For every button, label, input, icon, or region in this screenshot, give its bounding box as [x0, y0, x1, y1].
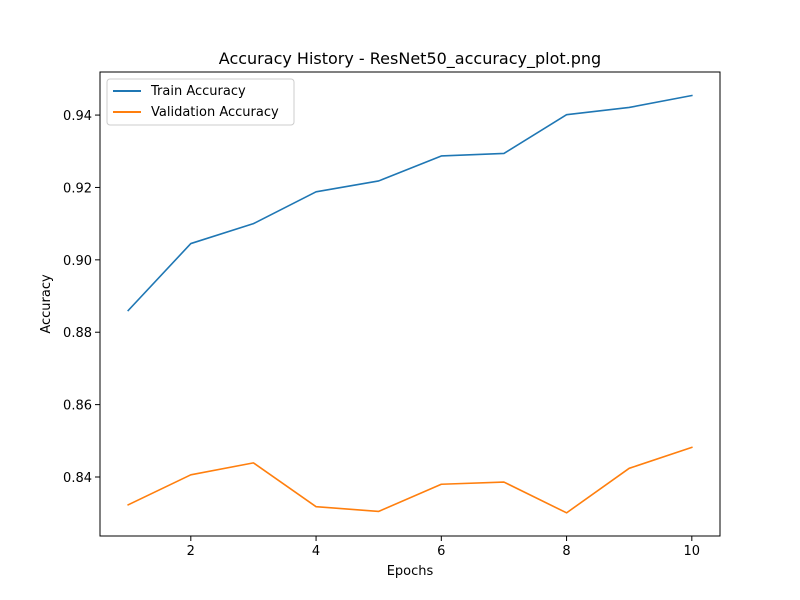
x-tick-label-10: 10	[684, 544, 701, 559]
legend: Train Accuracy Validation Accuracy	[106, 78, 295, 126]
y-tick-label-0.92: 0.92	[63, 181, 92, 196]
x-axis-label: Epochs	[387, 564, 434, 579]
x-tick-label-8: 8	[562, 544, 570, 559]
y-tick-label-0.86: 0.86	[63, 399, 92, 414]
y-tick-label-0.84: 0.84	[63, 471, 92, 486]
y-tick-label-0.88: 0.88	[63, 326, 92, 341]
y-tick-label-0.94: 0.94	[63, 109, 92, 124]
x-tick-label-4: 4	[312, 544, 320, 559]
legend-label-validation-accuracy: Validation Accuracy	[151, 105, 279, 120]
legend-box	[106, 78, 295, 126]
legend-label-train-accuracy: Train Accuracy	[150, 84, 246, 99]
plot-area: 2 4 6 8 10 0.84 0.86 0.88 0.90 0.92 0.94	[63, 71, 721, 559]
y-tick-label-0.90: 0.90	[63, 254, 92, 269]
chart-title: Accuracy History - ResNet50_accuracy_plo…	[219, 49, 601, 69]
series-line-validation-accuracy	[127, 446, 693, 514]
x-tick-label-6: 6	[437, 544, 445, 559]
y-axis-label: Accuracy	[39, 274, 54, 334]
axes-frame	[99, 71, 721, 537]
x-tick-label-2: 2	[187, 544, 195, 559]
series-line-train-accuracy	[127, 94, 693, 312]
